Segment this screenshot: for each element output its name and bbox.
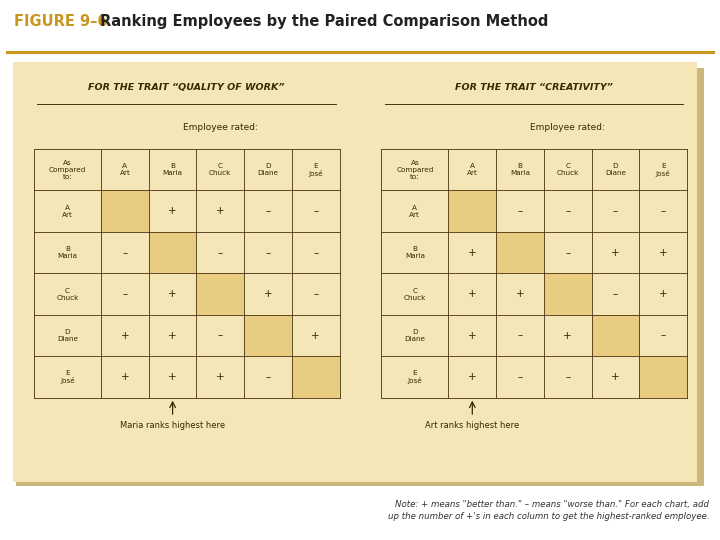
Text: E
José: E José: [656, 163, 670, 177]
Text: –: –: [613, 289, 618, 299]
FancyBboxPatch shape: [496, 232, 544, 273]
FancyBboxPatch shape: [197, 273, 244, 315]
Text: –: –: [217, 330, 223, 341]
Text: +: +: [216, 206, 225, 216]
FancyBboxPatch shape: [592, 315, 639, 356]
Text: –: –: [266, 206, 271, 216]
Text: –: –: [266, 372, 271, 382]
Text: +: +: [659, 248, 667, 258]
Text: Ranking Employees by the Paired Comparison Method: Ranking Employees by the Paired Comparis…: [100, 14, 549, 29]
Text: –: –: [313, 248, 318, 258]
Text: +: +: [168, 206, 177, 216]
Text: +: +: [216, 372, 225, 382]
Text: B
Maria: B Maria: [163, 163, 183, 176]
Text: +: +: [516, 289, 524, 299]
Text: As
Compared
to:: As Compared to:: [396, 160, 433, 180]
Text: Art ranks highest here: Art ranks highest here: [426, 421, 519, 430]
FancyBboxPatch shape: [381, 149, 687, 398]
Text: D
Diane: D Diane: [405, 329, 426, 342]
FancyBboxPatch shape: [292, 356, 340, 398]
FancyBboxPatch shape: [544, 273, 592, 315]
Text: –: –: [122, 248, 127, 258]
Text: –: –: [660, 206, 666, 216]
Text: +: +: [120, 330, 129, 341]
Text: –: –: [313, 206, 318, 216]
Text: C
Chuck: C Chuck: [404, 288, 426, 301]
FancyBboxPatch shape: [149, 232, 197, 273]
Text: +: +: [120, 372, 129, 382]
Text: –: –: [266, 248, 271, 258]
Text: –: –: [660, 330, 666, 341]
Text: A
Art: A Art: [120, 163, 130, 176]
Text: FOR THE TRAIT “CREATIVITY”: FOR THE TRAIT “CREATIVITY”: [455, 83, 613, 92]
Text: E
José: E José: [308, 163, 323, 177]
Text: C
Chuck: C Chuck: [56, 288, 78, 301]
Text: –: –: [565, 372, 570, 382]
Text: –: –: [518, 372, 523, 382]
FancyBboxPatch shape: [34, 149, 340, 398]
FancyBboxPatch shape: [449, 191, 496, 232]
Text: D
Diane: D Diane: [605, 163, 626, 176]
Text: B
Maria: B Maria: [510, 163, 530, 176]
Text: E
José: E José: [60, 370, 75, 384]
Text: Employee rated:: Employee rated:: [530, 123, 605, 132]
Text: +: +: [611, 372, 620, 382]
Text: +: +: [168, 289, 177, 299]
Text: –: –: [613, 206, 618, 216]
Text: E
José: E José: [408, 370, 422, 384]
Text: C
Chuck: C Chuck: [557, 163, 579, 176]
Text: A
Art: A Art: [467, 163, 478, 176]
FancyBboxPatch shape: [101, 191, 149, 232]
Text: +: +: [264, 289, 272, 299]
Text: Employee rated:: Employee rated:: [183, 123, 258, 132]
Text: Maria ranks highest here: Maria ranks highest here: [120, 421, 225, 430]
Text: –: –: [313, 289, 318, 299]
Text: +: +: [468, 330, 477, 341]
FancyBboxPatch shape: [639, 356, 687, 398]
Text: –: –: [518, 330, 523, 341]
Text: –: –: [217, 248, 223, 258]
Text: A
Art: A Art: [410, 205, 420, 218]
FancyBboxPatch shape: [244, 315, 292, 356]
FancyBboxPatch shape: [17, 68, 704, 490]
Text: FIGURE 9–6: FIGURE 9–6: [14, 14, 107, 29]
Text: +: +: [311, 330, 320, 341]
Text: +: +: [468, 289, 477, 299]
Text: D
Diane: D Diane: [57, 329, 78, 342]
FancyBboxPatch shape: [13, 62, 698, 482]
Text: D
Diane: D Diane: [258, 163, 279, 176]
Text: –: –: [565, 206, 570, 216]
Text: FOR THE TRAIT “QUALITY OF WORK”: FOR THE TRAIT “QUALITY OF WORK”: [89, 83, 285, 92]
Text: B
Maria: B Maria: [405, 246, 425, 259]
Text: –: –: [565, 248, 570, 258]
Text: –: –: [122, 289, 127, 299]
Text: +: +: [468, 248, 477, 258]
Text: +: +: [168, 330, 177, 341]
Text: –: –: [518, 206, 523, 216]
Text: +: +: [468, 372, 477, 382]
Text: Note: + means "better than." – means "worse than." For each chart, add
up the nu: Note: + means "better than." – means "wo…: [387, 500, 709, 521]
Text: C
Chuck: C Chuck: [209, 163, 231, 176]
Text: B
Maria: B Maria: [58, 246, 78, 259]
Text: +: +: [563, 330, 572, 341]
Text: +: +: [168, 372, 177, 382]
Text: +: +: [659, 289, 667, 299]
Text: A
Art: A Art: [62, 205, 73, 218]
Text: +: +: [611, 248, 620, 258]
Text: As
Compared
to:: As Compared to:: [49, 160, 86, 180]
